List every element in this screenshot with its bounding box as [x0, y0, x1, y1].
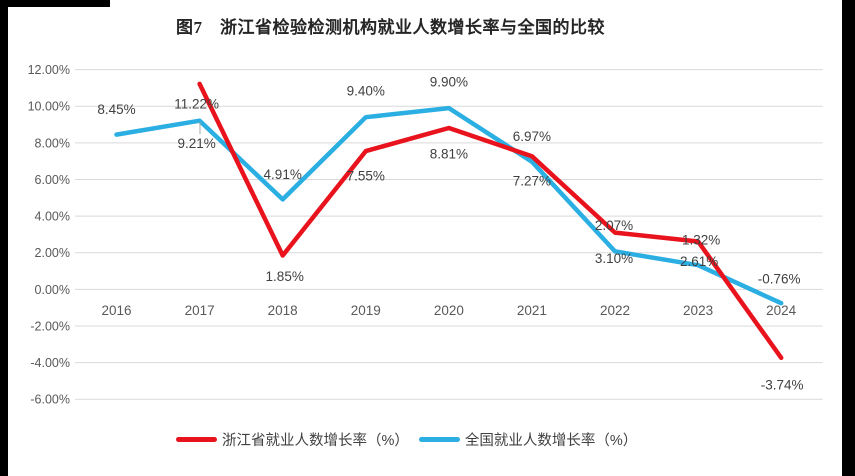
scan-border-top	[0, 0, 110, 7]
y-axis-tick-label: 12.00%	[28, 63, 70, 77]
legend-item-zhejiang: 浙江省就业人数增长率（%）	[176, 429, 409, 450]
y-axis-tick-label: 10.00%	[28, 100, 70, 114]
x-axis-year-label: 2023	[683, 303, 713, 318]
y-axis-tick-label: 2.00%	[35, 246, 70, 260]
x-axis-year-label: 2022	[600, 303, 630, 318]
data-label: 7.55%	[347, 169, 385, 184]
legend: 浙江省就业人数增长率（%） 全国就业人数增长率（%）	[176, 429, 637, 449]
zhejiang-series-line	[197, 81, 784, 361]
x-axis-year-label: 2024	[766, 303, 797, 318]
legend-item-national: 全国就业人数增长率（%）	[418, 429, 638, 450]
data-label: 9.40%	[347, 84, 385, 99]
data-label: 9.21%	[177, 136, 215, 151]
x-axis-year-label: 2020	[434, 303, 464, 318]
y-axis-tick-label: -2.00%	[30, 319, 70, 333]
chart-title: 图7 浙江省检验检测机构就业人数增长率与全国的比较	[176, 18, 605, 37]
data-label: 7.27%	[513, 174, 551, 189]
scan-border-left	[0, 0, 8, 476]
data-label: 8.81%	[430, 147, 468, 162]
legend-label-zhejiang: 浙江省就业人数增长率（%）	[222, 432, 409, 449]
y-axis-tick-label: 0.00%	[35, 283, 70, 297]
x-axis-year-label: 2021	[517, 303, 547, 318]
data-label: 6.97%	[513, 129, 551, 144]
y-axis-tick-label: 8.00%	[35, 136, 70, 150]
data-label: 2.07%	[595, 218, 633, 233]
x-axis-year-label: 2017	[185, 303, 215, 318]
national-series-line	[114, 105, 784, 306]
y-axis-tick-label: 4.00%	[35, 210, 70, 224]
x-axis-year-label: 2019	[351, 303, 381, 318]
data-label: 4.91%	[264, 167, 302, 182]
y-axis-tick-label: -6.00%	[30, 393, 70, 407]
y-axis-tick-label: -4.00%	[30, 356, 70, 370]
scan-border-right	[842, 0, 855, 476]
data-label: 9.90%	[430, 75, 468, 90]
x-axis-year-label: 2016	[102, 303, 132, 318]
data-label: -0.76%	[758, 272, 801, 287]
data-label: 3.10%	[595, 251, 633, 266]
data-label: 11.22%	[174, 96, 219, 111]
data-label: 8.45%	[97, 102, 135, 117]
legend-label-national: 全国就业人数增长率（%）	[464, 432, 638, 449]
national-line-swatch	[418, 436, 460, 442]
data-label: 1.85%	[266, 269, 304, 284]
data-label: 1.32%	[682, 233, 720, 248]
data-label: 2.61%	[680, 254, 718, 269]
x-axis-year-label: 2018	[268, 303, 298, 318]
data-label: -3.74%	[761, 377, 804, 392]
zhejiang-line-swatch	[176, 436, 217, 442]
y-axis-tick-label: 6.00%	[35, 173, 70, 187]
